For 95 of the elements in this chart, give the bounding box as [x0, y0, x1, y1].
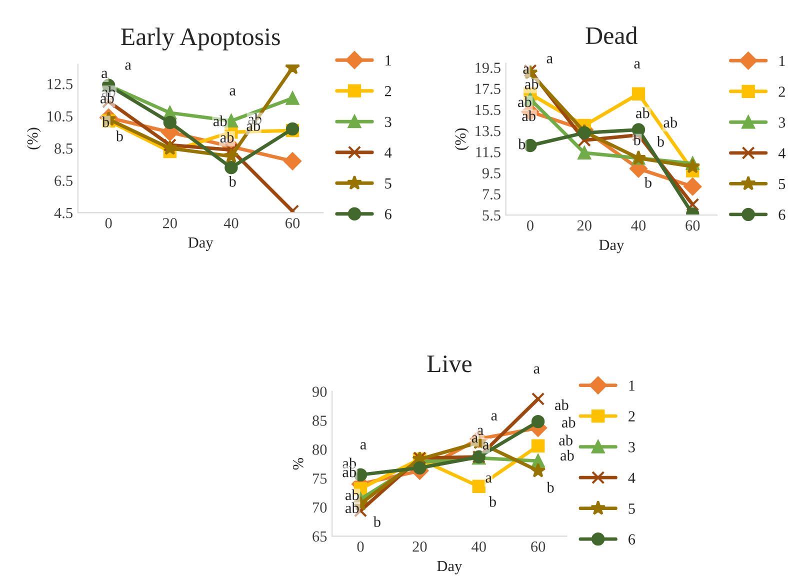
- annotation: ab: [342, 458, 356, 468]
- legend-label: 1: [779, 56, 785, 66]
- x-tick-label: 60: [686, 220, 700, 231]
- annotation: a: [230, 88, 236, 96]
- annotation: ab: [524, 78, 538, 90]
- y-tick-label: 17.5: [476, 84, 500, 94]
- legend-label: 3: [385, 116, 392, 128]
- legend-label: 6: [778, 210, 786, 220]
- x-tick-label: 0: [357, 541, 364, 552]
- annotation: ab: [213, 115, 227, 126]
- legend-label: 2: [628, 411, 635, 422]
- y-tick-label: 80: [312, 444, 327, 455]
- annotation: a: [534, 366, 540, 374]
- legend-label: 5: [778, 179, 786, 190]
- x-axis-title: Day: [437, 561, 462, 574]
- y-tick-label: 10.5: [48, 111, 72, 122]
- y-tick-label: 5.5: [482, 210, 500, 221]
- annotation: b: [644, 177, 652, 188]
- y-tick-label: 65: [312, 531, 327, 542]
- annotation: ab: [636, 107, 650, 118]
- x-tick-label: 40: [224, 218, 238, 228]
- y-tick-label: 85: [312, 416, 327, 426]
- annotation: a: [477, 428, 484, 436]
- annotation: ab: [220, 132, 234, 143]
- annotation: b: [656, 136, 664, 147]
- annotation: b: [102, 116, 110, 128]
- annotation: a: [486, 475, 492, 483]
- x-tick-label: 20: [162, 218, 177, 228]
- y-tick-label: 6.5: [54, 176, 72, 186]
- chart-title: Early Apoptosis: [121, 28, 280, 50]
- legend-label: 6: [384, 209, 392, 220]
- x-tick-label: 0: [527, 220, 534, 231]
- y-tick-label: 8.5: [54, 143, 72, 154]
- annotation: b: [546, 482, 554, 493]
- annotation: a: [482, 442, 490, 450]
- annotation: b: [228, 176, 236, 187]
- y-axis-title: %: [293, 458, 304, 470]
- legend-label: 4: [628, 472, 636, 483]
- annotation: b: [518, 138, 526, 150]
- x-tick-label: 60: [286, 218, 300, 228]
- y-axis-title: (%): [26, 128, 41, 150]
- annotation: b: [373, 516, 380, 528]
- x-tick-label: 0: [105, 218, 112, 228]
- annotation: ab: [562, 416, 576, 428]
- legend-label: 6: [628, 534, 636, 545]
- annotation: ab: [346, 502, 359, 514]
- legend-label: 1: [386, 55, 392, 66]
- annotation: a: [491, 413, 498, 421]
- legend-label: 4: [778, 148, 786, 158]
- legend-label: 2: [384, 86, 392, 96]
- legend-label: 2: [778, 86, 785, 97]
- legend-label: 3: [628, 442, 635, 452]
- y-tick-label: 7.5: [482, 189, 500, 200]
- y-tick-label: 90: [312, 386, 327, 397]
- annotation: a: [125, 62, 132, 70]
- y-tick-label: 15.5: [476, 104, 500, 116]
- x-tick-label: 60: [531, 541, 546, 552]
- annotation: a: [102, 70, 108, 78]
- x-axis-title: Day: [188, 238, 214, 251]
- x-tick-label: 20: [412, 541, 427, 552]
- chart-title: Live: [427, 355, 472, 372]
- legend-label: 5: [628, 504, 635, 514]
- y-tick-label: 70: [312, 502, 327, 513]
- x-tick-label: 40: [472, 541, 486, 552]
- x-tick-label: 20: [577, 220, 592, 231]
- y-tick-label: 13.5: [476, 126, 500, 136]
- annotation: a: [546, 56, 553, 64]
- legend-label: 3: [778, 117, 786, 128]
- annotation: ab: [559, 434, 572, 446]
- annotation: a: [472, 435, 478, 443]
- x-tick-label: 40: [631, 220, 646, 231]
- annotation: ab: [518, 96, 532, 108]
- y-axis-title: (%): [454, 128, 469, 150]
- legend-label: 4: [384, 148, 392, 158]
- annotation: ab: [522, 110, 536, 122]
- annotation: a: [634, 61, 640, 69]
- annotation: ab: [342, 466, 356, 478]
- y-tick-label: 9.5: [482, 168, 500, 178]
- chart-title: Dead: [586, 26, 638, 44]
- y-tick-label: 12.5: [48, 78, 72, 90]
- annotation: ab: [560, 450, 574, 461]
- annotation: ab: [664, 116, 678, 128]
- annotation: ab: [346, 489, 359, 500]
- legend-label: 1: [629, 380, 635, 391]
- y-tick-label: 11.5: [476, 147, 500, 158]
- annotation: ab: [555, 399, 568, 410]
- y-tick-label: 4.5: [54, 208, 72, 218]
- annotation: b: [116, 130, 123, 142]
- annotation: a: [360, 442, 366, 450]
- legend-label: 5: [385, 178, 392, 189]
- y-tick-label: 19.5: [476, 62, 500, 74]
- x-axis-title: Day: [599, 240, 624, 254]
- y-tick-label: 75: [312, 474, 327, 484]
- annotation: b: [488, 496, 496, 507]
- annotation: b: [633, 134, 640, 146]
